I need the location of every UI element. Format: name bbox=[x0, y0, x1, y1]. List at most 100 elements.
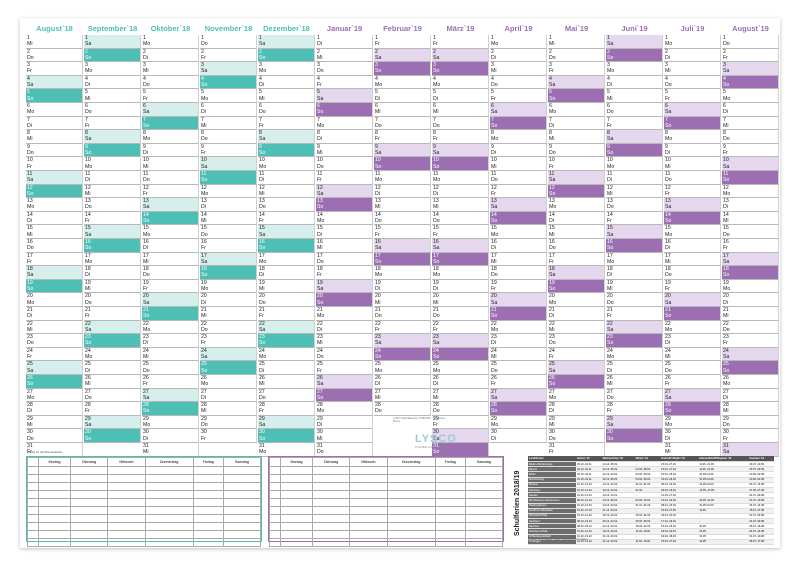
day-cell[interactable]: 1 Sa bbox=[606, 35, 663, 49]
day-cell[interactable]: 3 So bbox=[432, 62, 489, 76]
planner-cell[interactable] bbox=[222, 490, 262, 499]
day-cell[interactable]: 12 Fr bbox=[664, 184, 721, 199]
planner-cell[interactable] bbox=[38, 530, 71, 539]
day-cell[interactable]: 24 Sa bbox=[200, 347, 257, 362]
day-cell[interactable]: 20 Sa bbox=[490, 293, 547, 307]
day-cell[interactable]: 29 Mi bbox=[548, 415, 605, 430]
planner-cell[interactable] bbox=[280, 490, 313, 499]
day-cell[interactable]: 31 Mi bbox=[664, 443, 721, 457]
day-cell[interactable]: 1 Sa bbox=[84, 35, 141, 49]
planner-cell[interactable] bbox=[107, 482, 146, 491]
day-cell[interactable]: 19 Fr bbox=[664, 279, 721, 294]
day-cell[interactable]: 19 Fr bbox=[142, 279, 199, 294]
day-cell[interactable]: 6 Sa bbox=[142, 103, 199, 117]
day-cell[interactable]: 12 Fr bbox=[142, 184, 199, 199]
day-cell[interactable]: 21 Di bbox=[26, 307, 83, 321]
day-cell[interactable]: 8 Mi bbox=[26, 130, 83, 144]
day-cell[interactable]: 18 Di bbox=[84, 266, 141, 280]
day-cell[interactable]: 1 Mo bbox=[490, 35, 547, 49]
day-cell[interactable]: 24 Mo bbox=[84, 347, 141, 362]
day-cell[interactable]: 22 Mi bbox=[548, 320, 605, 335]
day-cell[interactable]: 7 Di bbox=[548, 116, 605, 131]
day-cell[interactable]: 11 Mo bbox=[432, 171, 489, 185]
day-cell[interactable]: 16 Sa bbox=[432, 239, 489, 253]
planner-cell[interactable] bbox=[311, 506, 351, 515]
day-cell[interactable]: 9 Do bbox=[26, 143, 83, 158]
planner-cell[interactable] bbox=[280, 522, 313, 531]
planner-cell[interactable] bbox=[144, 514, 194, 523]
planner-cell[interactable] bbox=[311, 530, 351, 539]
day-cell[interactable]: 24 Mi bbox=[664, 347, 721, 362]
day-cell[interactable]: 25 Di bbox=[84, 361, 141, 375]
day-cell[interactable]: 11 So bbox=[200, 171, 257, 185]
day-cell[interactable]: 7 Fr bbox=[606, 116, 663, 131]
planner-cell[interactable] bbox=[27, 522, 39, 531]
day-cell[interactable]: 11 Di bbox=[258, 171, 315, 185]
day-cell[interactable]: 26 Di bbox=[374, 375, 431, 389]
planner-cell[interactable] bbox=[349, 498, 388, 507]
day-cell[interactable]: 29 Mo bbox=[490, 415, 547, 430]
day-cell[interactable]: 28 Mo bbox=[316, 402, 373, 416]
day-cell[interactable]: 23 Di bbox=[664, 334, 721, 348]
day-cell[interactable]: 15 Do bbox=[200, 225, 257, 239]
day-cell[interactable]: 30 Di bbox=[664, 429, 721, 443]
day-cell[interactable]: 14 Di bbox=[548, 211, 605, 226]
day-cell[interactable]: 28 Fr bbox=[258, 402, 315, 416]
day-cell[interactable]: 3 Mo bbox=[606, 62, 663, 76]
planner-cell[interactable] bbox=[222, 498, 262, 507]
day-cell[interactable]: 2 Sa bbox=[374, 48, 431, 63]
day-cell[interactable]: 14 So bbox=[142, 211, 199, 226]
day-cell[interactable]: 16 Do bbox=[548, 239, 605, 253]
day-cell[interactable]: 28 Mi bbox=[722, 402, 779, 416]
planner-cell[interactable] bbox=[107, 490, 146, 499]
day-cell[interactable]: 28 Do bbox=[374, 402, 431, 416]
day-cell[interactable]: 15 Sa bbox=[84, 225, 141, 239]
planner-cell[interactable] bbox=[269, 490, 281, 499]
day-cell[interactable]: 8 Sa bbox=[84, 130, 141, 144]
planner-cell[interactable] bbox=[144, 466, 194, 475]
planner-cell[interactable] bbox=[269, 522, 281, 531]
planner-cell[interactable] bbox=[269, 482, 281, 491]
day-cell[interactable]: 30 So bbox=[258, 429, 315, 443]
planner-cell[interactable] bbox=[311, 466, 351, 475]
day-cell[interactable]: 25 Sa bbox=[26, 361, 83, 375]
day-cell[interactable]: 5 So bbox=[26, 89, 83, 103]
day-cell[interactable]: 16 Di bbox=[142, 239, 199, 253]
day-cell[interactable]: 16 So bbox=[606, 239, 663, 253]
planner-cell[interactable] bbox=[192, 474, 224, 483]
day-cell[interactable]: 31 Mi bbox=[142, 443, 199, 457]
day-cell[interactable]: 2 Fr bbox=[722, 48, 779, 63]
planner-cell[interactable] bbox=[311, 538, 351, 547]
day-cell[interactable]: 5 Mi bbox=[258, 89, 315, 103]
planner-cell[interactable] bbox=[27, 538, 39, 547]
day-cell[interactable]: 26 Mo bbox=[200, 375, 257, 389]
day-cell[interactable]: 5 Di bbox=[432, 89, 489, 103]
day-cell[interactable]: 25 Di bbox=[606, 361, 663, 375]
day-cell[interactable]: 9 So bbox=[258, 143, 315, 158]
planner-cell[interactable] bbox=[464, 538, 504, 547]
day-cell[interactable]: 16 So bbox=[258, 239, 315, 253]
day-cell[interactable]: 21 Mo bbox=[316, 307, 373, 321]
day-cell[interactable]: 15 Fr bbox=[432, 225, 489, 239]
day-cell[interactable]: 2 Di bbox=[490, 48, 547, 63]
day-cell[interactable]: 31 Mo bbox=[258, 443, 315, 457]
day-cell[interactable]: 10 Do bbox=[316, 157, 373, 171]
day-cell[interactable]: 23 Sa bbox=[432, 334, 489, 348]
day-cell[interactable]: 29 Sa bbox=[606, 415, 663, 430]
planner-cell[interactable] bbox=[280, 514, 313, 523]
day-cell[interactable]: 28 Do bbox=[432, 402, 489, 416]
day-cell[interactable]: 5 Mo bbox=[722, 89, 779, 103]
day-cell[interactable]: 17 Do bbox=[316, 252, 373, 267]
day-cell[interactable]: 1 Mo bbox=[142, 35, 199, 49]
day-cell[interactable]: 3 Do bbox=[316, 62, 373, 76]
day-cell[interactable]: 9 Sa bbox=[374, 143, 431, 158]
day-cell[interactable]: 19 So bbox=[26, 279, 83, 294]
day-cell[interactable]: 8 Di bbox=[316, 130, 373, 144]
day-cell[interactable]: 14 So bbox=[490, 211, 547, 226]
day-cell[interactable]: 4 Sa bbox=[548, 75, 605, 90]
day-cell[interactable]: 20 Sa bbox=[664, 293, 721, 307]
planner-cell[interactable] bbox=[27, 530, 39, 539]
day-cell[interactable]: 27 Do bbox=[84, 388, 141, 403]
day-cell[interactable]: 24 Do bbox=[316, 347, 373, 362]
planner-cell[interactable] bbox=[280, 482, 313, 491]
